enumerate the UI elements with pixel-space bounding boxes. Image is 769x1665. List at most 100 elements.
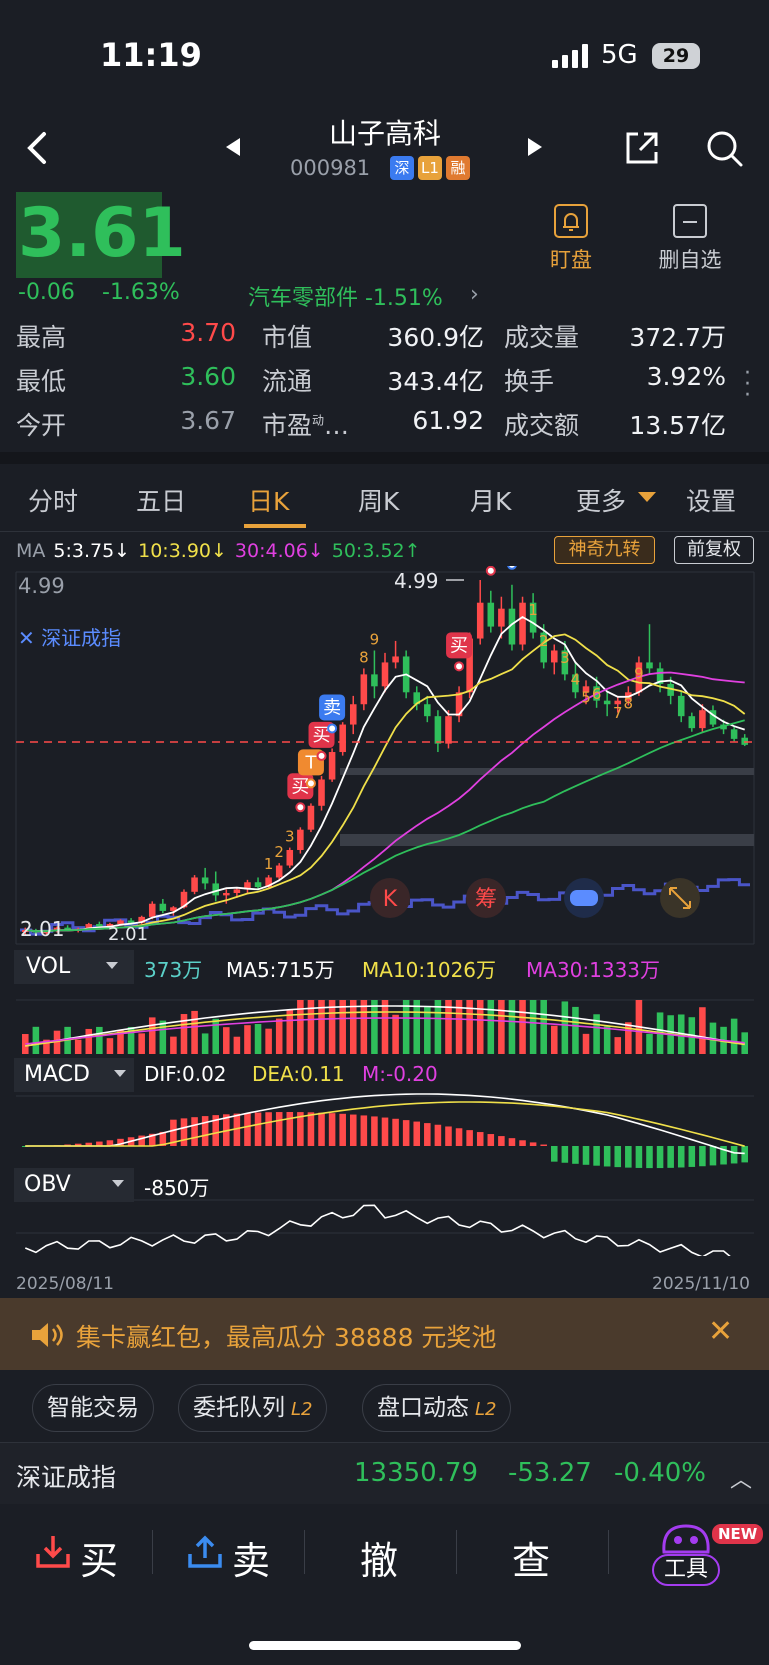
volume-bar — [572, 1006, 579, 1054]
stat-label: 成交额 — [504, 411, 580, 440]
candle-body — [297, 829, 304, 850]
candle-body — [646, 662, 653, 669]
buy-button[interactable]: 买 — [80, 1539, 119, 1583]
volume-bar — [699, 1007, 706, 1054]
candle-body — [550, 650, 558, 663]
back-icon[interactable] — [18, 128, 58, 168]
macd-bar — [614, 1146, 622, 1168]
macd-bar — [508, 1138, 516, 1146]
macd-bar — [286, 1112, 294, 1146]
volume-bar — [339, 1000, 346, 1054]
volume-bar — [328, 1000, 336, 1054]
mascot-icon — [662, 1524, 710, 1554]
candle-body — [170, 907, 177, 911]
index-bar[interactable] — [0, 1442, 769, 1504]
smart-trade-button[interactable]: 智能交易 — [32, 1384, 154, 1432]
stat-value: 343.4亿 — [387, 367, 484, 396]
obv-line — [24, 1204, 731, 1256]
search-icon[interactable] — [706, 130, 744, 168]
ma-line — [25, 719, 745, 933]
candle-body — [244, 882, 251, 890]
candle-body — [201, 877, 209, 884]
index-overlay-toggle[interactable]: ✕ 深证成指 — [18, 626, 122, 650]
kline-chart[interactable]: 买T买卖买卖买卖12389123456789 4.99 2.01 2.01 K … — [0, 566, 769, 1256]
volume-bar — [32, 1026, 40, 1054]
candle-body — [529, 602, 537, 633]
volume-bar — [138, 1033, 145, 1054]
macd-bar — [212, 1115, 220, 1146]
candle-body — [699, 710, 706, 729]
macd-bar — [498, 1136, 505, 1146]
vol-name: VOL — [26, 954, 71, 979]
macd-bar — [550, 1146, 558, 1162]
next-stock-icon[interactable] — [526, 136, 544, 158]
order-queue-button[interactable]: 委托队列 L2 — [178, 1384, 328, 1432]
chevron-right-icon[interactable]: › — [470, 282, 479, 307]
candle-body — [254, 882, 262, 888]
macd-bar — [688, 1146, 696, 1167]
candle-body — [138, 916, 145, 923]
new-badge: NEW — [712, 1524, 764, 1544]
ma50-value: 50:3.52↑ — [331, 540, 421, 562]
volume-bar — [254, 1023, 262, 1054]
volume-bar — [614, 1037, 622, 1054]
candle-body — [709, 710, 717, 725]
query-button[interactable]: 查 — [512, 1539, 551, 1583]
volume-bar — [191, 1010, 198, 1054]
volume-bar — [96, 1026, 103, 1054]
macd-bar — [466, 1130, 473, 1146]
tools-button[interactable]: 工具 — [652, 1554, 720, 1586]
volume-bar — [307, 1000, 315, 1054]
tag-margin: 融 — [446, 156, 470, 180]
macd-bar — [360, 1115, 368, 1146]
adjust-button[interactable]: 前复权 — [674, 536, 754, 564]
chevron-up-icon[interactable]: ︿ — [730, 1468, 753, 1493]
candle-body — [106, 924, 114, 927]
sector-link[interactable]: 汽车零部件 -1.51% — [248, 286, 443, 311]
volume-bars — [22, 1000, 748, 1054]
volume-bar — [371, 1000, 378, 1054]
share-icon[interactable] — [624, 130, 660, 166]
volume-bar — [529, 1000, 537, 1054]
volume-bar — [201, 1033, 209, 1054]
prev-stock-icon[interactable] — [224, 136, 242, 158]
more-dots-icon[interactable]: · · · — [744, 361, 751, 408]
cancel-order-button[interactable]: 撤 — [360, 1539, 399, 1583]
tab-monthly-k[interactable]: 月K — [470, 487, 512, 516]
tab-settings[interactable]: 设置 — [686, 487, 737, 516]
close-icon[interactable]: ✕ — [708, 1314, 734, 1349]
candle-body — [275, 865, 283, 878]
ma-line — [25, 615, 745, 933]
tab-weekly-k[interactable]: 周K — [358, 487, 400, 516]
tab-more[interactable]: 更多 — [576, 487, 627, 516]
stock-tags: 深 L1 融 — [386, 156, 470, 180]
signal-text: T — [304, 752, 317, 773]
chevron-down-icon[interactable] — [106, 962, 118, 969]
magic-nine-button[interactable]: 神奇九转 — [554, 536, 655, 564]
signal-dot — [507, 566, 517, 570]
macd-line — [25, 1093, 745, 1155]
signal-icon — [552, 44, 588, 68]
macd-bar — [233, 1113, 241, 1146]
remove-label: 删自选 — [658, 248, 722, 272]
volume-bar — [519, 1000, 526, 1054]
chevron-down-icon[interactable] — [112, 1180, 124, 1187]
section-divider — [0, 452, 769, 464]
macd-bar — [85, 1142, 93, 1146]
remove-watchlist-button[interactable]: 删自选 — [650, 204, 730, 274]
nine-count: 1 — [264, 855, 274, 873]
tab-intraday[interactable]: 分时 — [28, 487, 79, 516]
chevron-down-icon[interactable] — [638, 492, 656, 502]
promo-banner[interactable] — [0, 1298, 769, 1370]
chevron-down-icon[interactable] — [114, 1070, 126, 1077]
macd-bar — [709, 1146, 717, 1166]
watch-button[interactable]: 盯盘 — [542, 204, 600, 274]
macd-bar — [191, 1117, 198, 1146]
sell-button[interactable]: 卖 — [232, 1539, 271, 1583]
stat-value: 372.7万 — [629, 323, 726, 352]
tab-daily-k[interactable]: 日K — [248, 487, 290, 516]
order-book-button[interactable]: 盘口动态 L2 — [362, 1384, 512, 1432]
tab-five-day[interactable]: 五日 — [136, 487, 187, 516]
macd-bar — [677, 1146, 685, 1168]
volume-bar — [466, 1000, 473, 1054]
